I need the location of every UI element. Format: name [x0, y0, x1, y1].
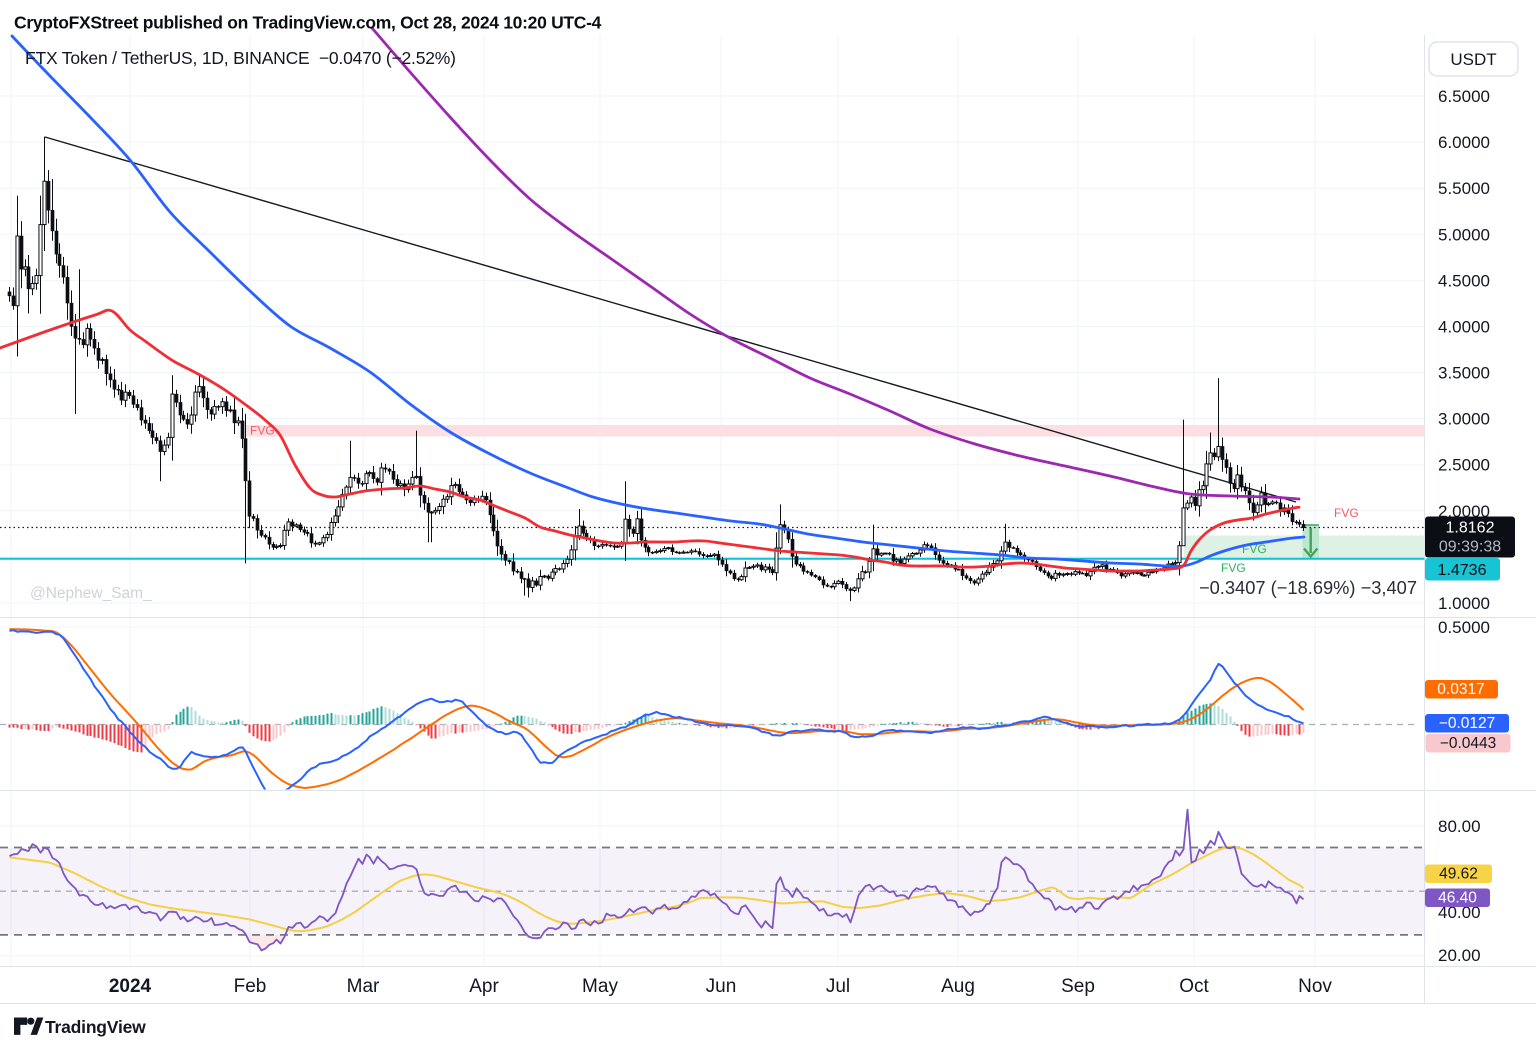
svg-text:09:39:38: 09:39:38 [1439, 539, 1501, 556]
svg-text:TradingView: TradingView [45, 1017, 146, 1037]
svg-text:4.5000: 4.5000 [1438, 271, 1490, 290]
svg-text:1.0000: 1.0000 [1438, 594, 1490, 613]
svg-text:20.00: 20.00 [1438, 946, 1481, 965]
svg-text:6.5000: 6.5000 [1438, 87, 1490, 106]
svg-text:FVG: FVG [1221, 561, 1246, 575]
svg-text:6.0000: 6.0000 [1438, 133, 1490, 152]
svg-text:Apr: Apr [469, 976, 499, 997]
svg-text:49.62: 49.62 [1439, 866, 1478, 883]
svg-text:0.5000: 0.5000 [1438, 618, 1490, 637]
svg-text:0.0317: 0.0317 [1437, 681, 1484, 698]
svg-text:USDT: USDT [1450, 50, 1496, 69]
svg-text:−0.3407 (−18.69%) −3,407: −0.3407 (−18.69%) −3,407 [1199, 577, 1417, 598]
svg-text:−0.0127: −0.0127 [1439, 715, 1495, 732]
svg-text:Feb: Feb [234, 976, 267, 997]
svg-text:Mar: Mar [347, 976, 380, 997]
svg-text:5.0000: 5.0000 [1438, 225, 1490, 244]
svg-text:−0.0443: −0.0443 [1440, 735, 1496, 752]
svg-text:3.5000: 3.5000 [1438, 364, 1490, 383]
svg-text:Aug: Aug [941, 976, 975, 997]
svg-text:3.0000: 3.0000 [1438, 410, 1490, 429]
svg-text:1.4736: 1.4736 [1438, 562, 1487, 579]
svg-text:CryptoFXStreet published on Tr: CryptoFXStreet published on TradingView.… [14, 13, 602, 33]
svg-text:Oct: Oct [1179, 976, 1209, 997]
svg-text:May: May [582, 976, 618, 997]
svg-text:46.40: 46.40 [1438, 890, 1477, 907]
svg-text:FTX Token / TetherUS, 1D, BINA: FTX Token / TetherUS, 1D, BINANCE −0.047… [25, 48, 456, 68]
svg-text:80.00: 80.00 [1438, 817, 1481, 836]
svg-text:Jun: Jun [706, 976, 737, 997]
svg-text:4.0000: 4.0000 [1438, 318, 1490, 337]
svg-text:2.0000: 2.0000 [1438, 502, 1490, 521]
svg-text:Nov: Nov [1298, 976, 1332, 997]
svg-text:2.5000: 2.5000 [1438, 456, 1490, 475]
svg-text:Sep: Sep [1061, 976, 1095, 997]
svg-text:2024: 2024 [109, 976, 152, 997]
svg-text:5.5000: 5.5000 [1438, 179, 1490, 198]
svg-text:1.8162: 1.8162 [1446, 520, 1495, 537]
svg-text:@Nephew_Sam_: @Nephew_Sam_ [30, 585, 152, 602]
svg-text:Jul: Jul [826, 976, 850, 997]
svg-text:FVG: FVG [250, 424, 275, 438]
svg-text:40.00: 40.00 [1438, 903, 1481, 922]
svg-text:FVG: FVG [1334, 506, 1359, 520]
